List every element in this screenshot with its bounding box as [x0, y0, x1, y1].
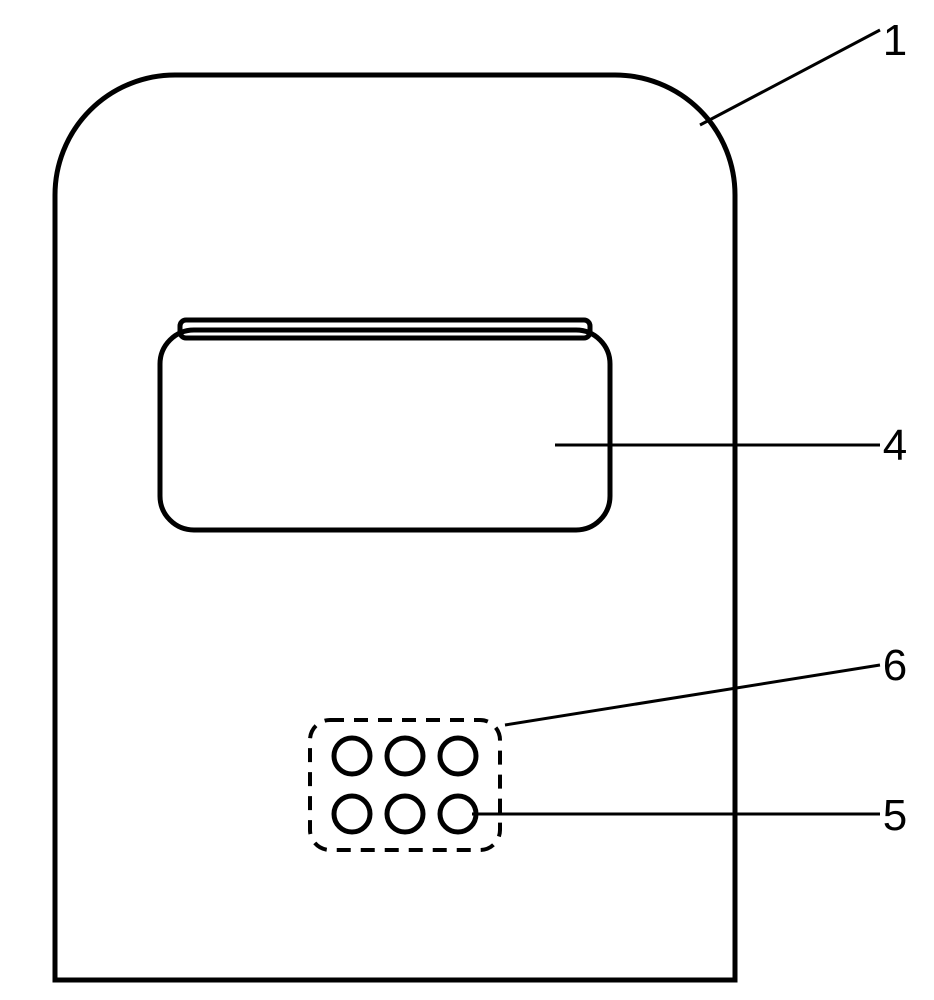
grille-hole — [440, 796, 476, 832]
grille-hole — [387, 796, 423, 832]
callout-label-4: 4 — [883, 421, 907, 470]
grille-hole — [387, 738, 423, 774]
leader-line-6 — [505, 665, 880, 725]
slot-window — [160, 330, 610, 530]
callout-label-6: 6 — [883, 641, 907, 690]
leader-line-1 — [700, 30, 880, 125]
grille-hole — [440, 738, 476, 774]
callout-label-5: 5 — [883, 791, 907, 840]
grille-hole — [334, 796, 370, 832]
callout-label-1: 1 — [883, 16, 907, 65]
grille-hole — [334, 738, 370, 774]
